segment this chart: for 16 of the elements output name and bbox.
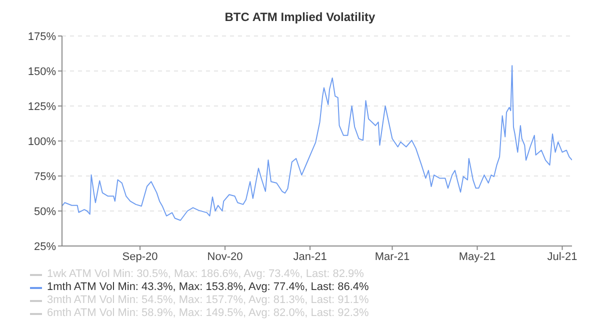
x-tick-label: May-21 — [458, 250, 496, 263]
y-tick-label: 125% — [28, 100, 56, 113]
x-tick-label: Mar-21 — [374, 250, 410, 263]
y-tick-label: 150% — [28, 66, 56, 78]
x-tick-label: Sep-20 — [122, 250, 158, 263]
y-tick-label: 50% — [34, 206, 56, 218]
chart-title: BTC ATM Implied Volatility — [224, 9, 376, 26]
x-tick-label: Nov-20 — [207, 250, 243, 263]
y-tick-label: 25% — [34, 240, 56, 253]
line-series — [62, 65, 572, 221]
x-tick-label: Jan-21 — [293, 250, 327, 263]
y-tick-label: 75% — [34, 170, 56, 183]
y-tick-label: 100% — [28, 136, 56, 148]
x-tick-label: Jul-21 — [547, 250, 578, 263]
legend-label: 1mth ATM Vol Min: 43.3%, Max: 153.8%, Avg: 77.4%, Last: 86.4% — [47, 281, 369, 294]
y-tick-label: 175% — [28, 30, 56, 43]
